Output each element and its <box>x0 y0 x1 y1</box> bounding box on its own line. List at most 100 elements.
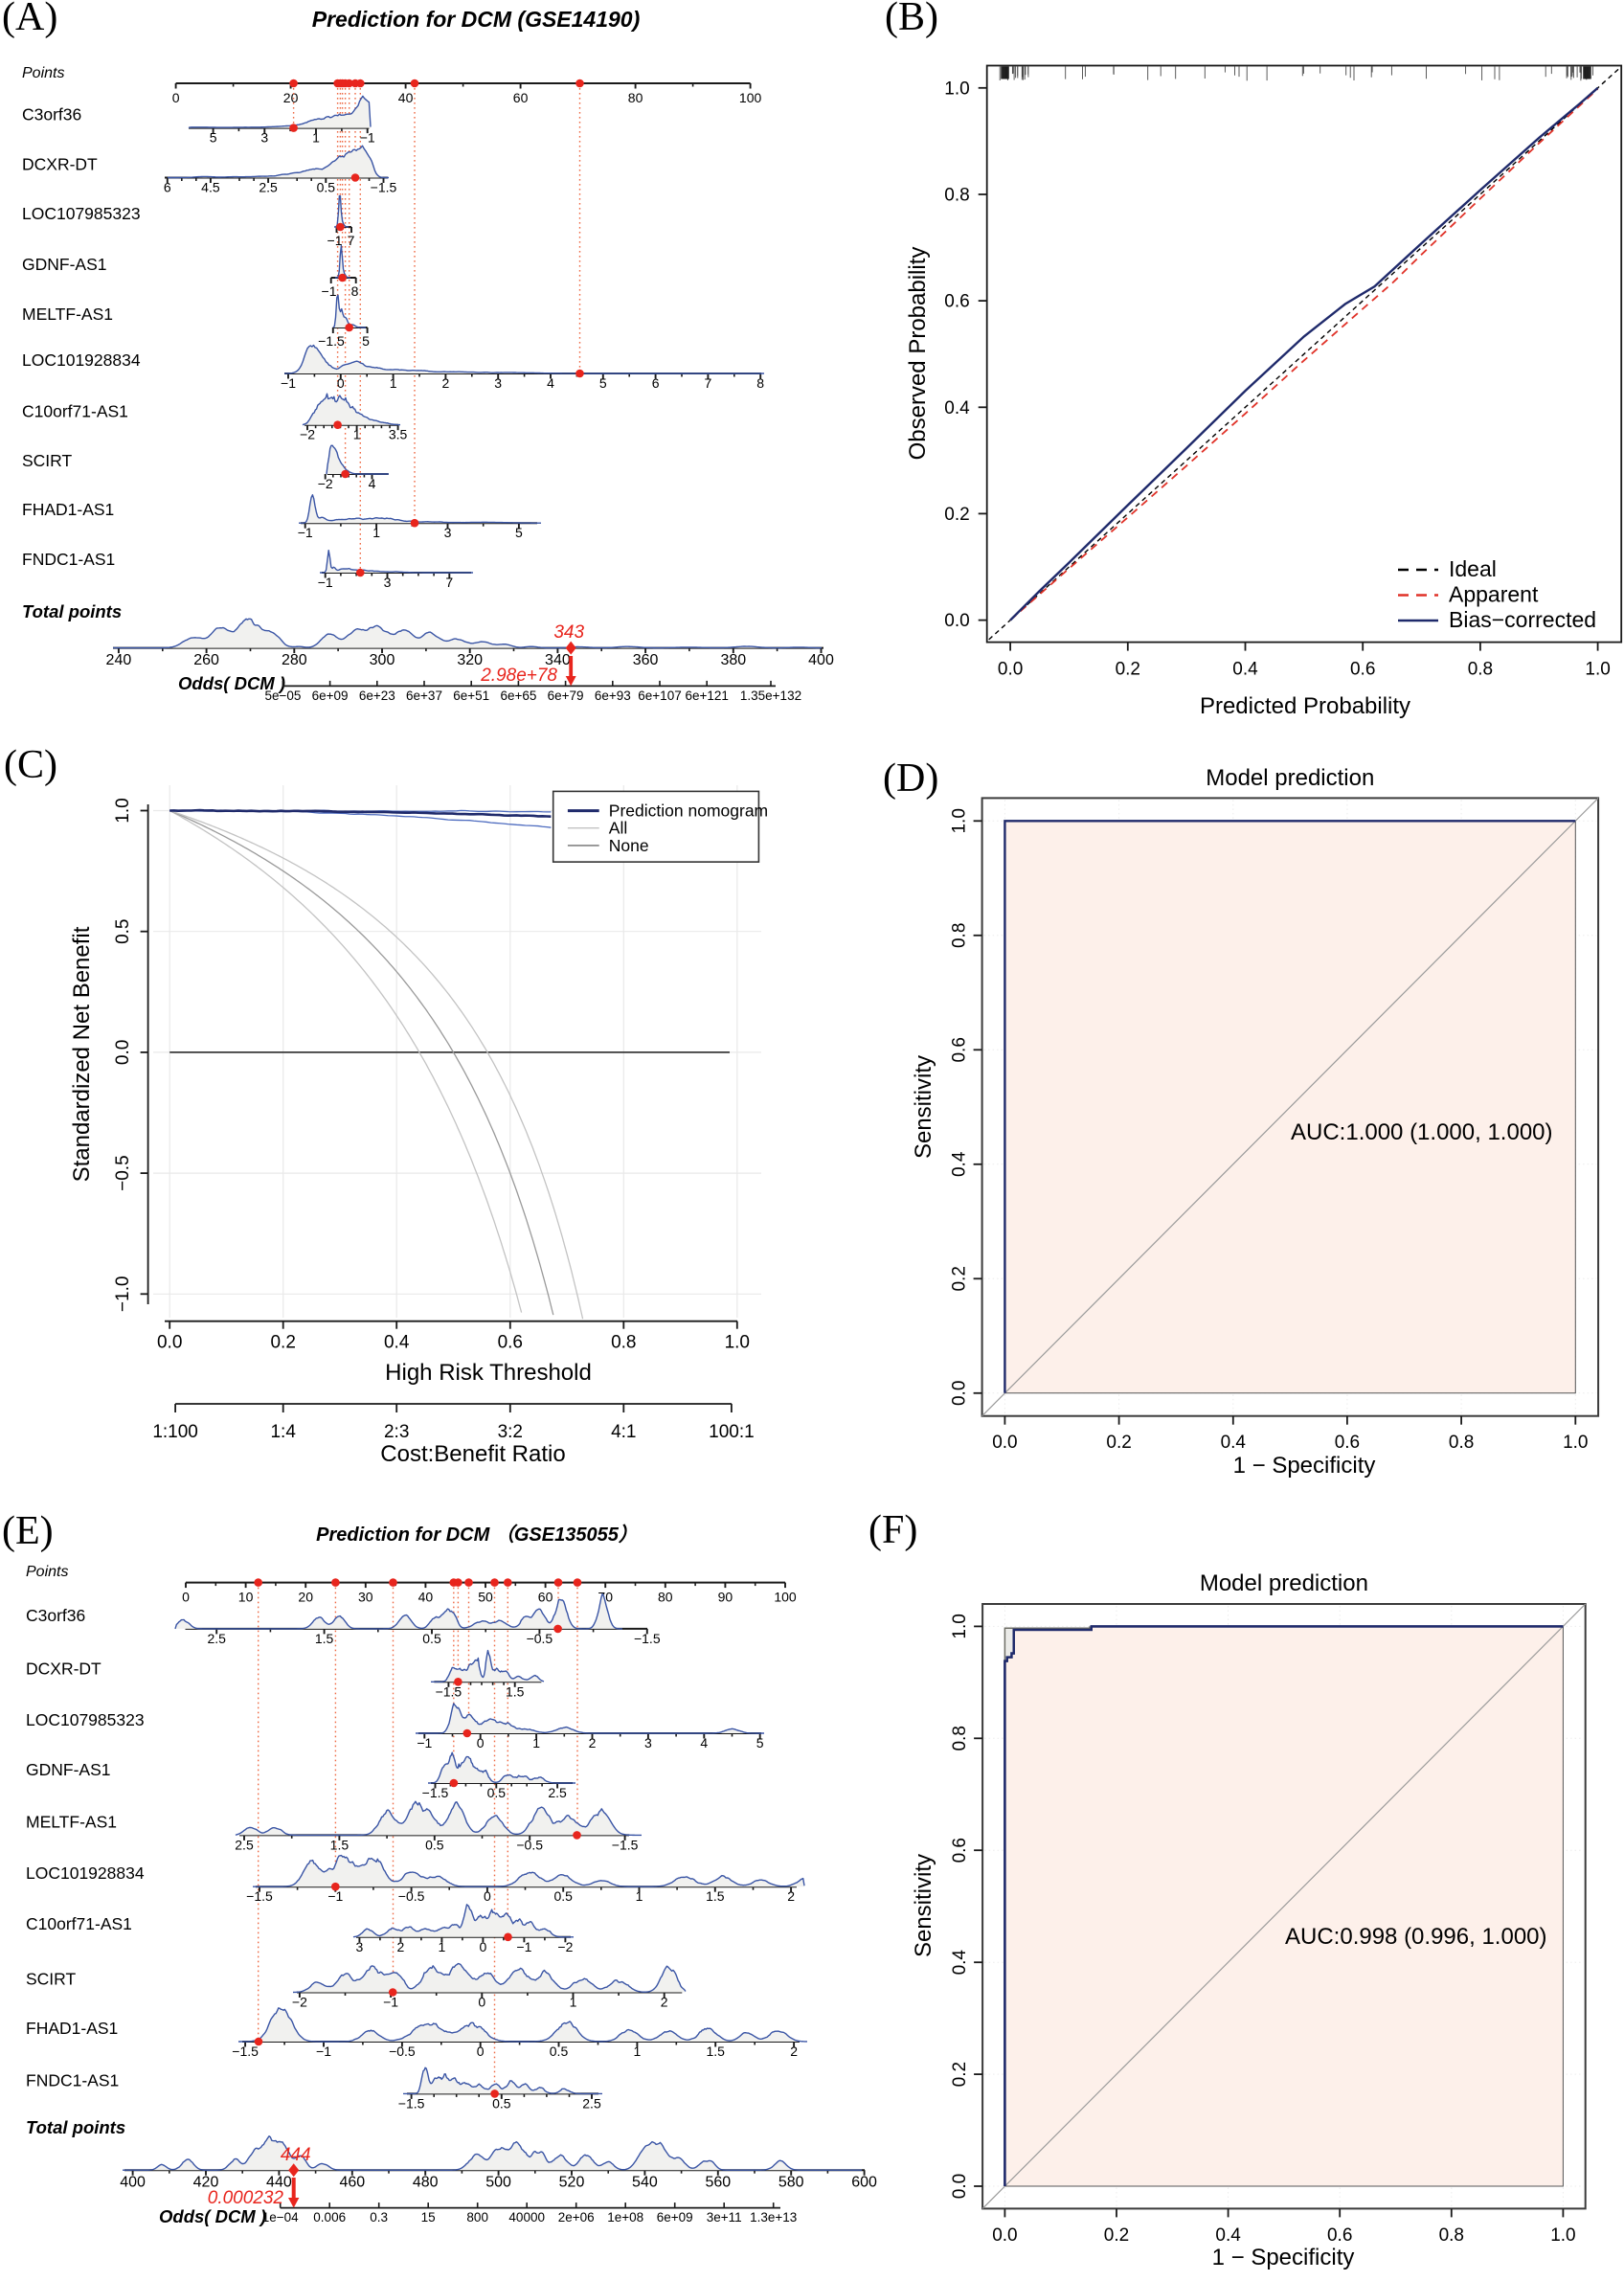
svg-text:444: 444 <box>281 2145 311 2165</box>
svg-text:7: 7 <box>348 233 355 248</box>
svg-text:0.8: 0.8 <box>944 186 969 206</box>
svg-text:−1: −1 <box>322 283 337 299</box>
svg-text:None: None <box>609 836 649 855</box>
svg-text:All: All <box>609 819 627 838</box>
svg-text:0: 0 <box>477 1735 485 1750</box>
svg-text:6e+23: 6e+23 <box>359 689 395 703</box>
svg-text:5: 5 <box>599 375 607 391</box>
svg-text:−1: −1 <box>298 525 313 540</box>
svg-text:6e+79: 6e+79 <box>548 689 584 703</box>
svg-text:1: 1 <box>312 130 320 146</box>
svg-text:DCXR-DT: DCXR-DT <box>26 1659 102 1678</box>
svg-text:Total points: Total points <box>22 601 122 621</box>
svg-text:280: 280 <box>282 652 307 668</box>
svg-text:−1.5: −1.5 <box>612 1837 639 1852</box>
svg-text:300: 300 <box>370 652 395 668</box>
svg-text:Bias−corrected: Bias−corrected <box>1449 607 1596 632</box>
svg-text:Points: Points <box>22 65 64 81</box>
svg-text:Cost:Benefit Ratio: Cost:Benefit Ratio <box>380 1441 565 1467</box>
svg-text:0.8: 0.8 <box>1439 2225 1464 2246</box>
svg-text:0.0: 0.0 <box>944 611 969 631</box>
svg-text:0.4: 0.4 <box>384 1333 410 1353</box>
svg-text:Total points: Total points <box>26 2117 125 2137</box>
svg-text:400: 400 <box>808 652 834 668</box>
svg-text:15: 15 <box>421 2210 436 2225</box>
svg-text:−0.5: −0.5 <box>113 1155 133 1191</box>
svg-text:580: 580 <box>778 2175 804 2191</box>
svg-text:−1: −1 <box>417 1735 432 1750</box>
svg-text:−2: −2 <box>300 427 315 442</box>
svg-text:0.6: 0.6 <box>944 292 969 312</box>
svg-text:0.2: 0.2 <box>270 1333 295 1353</box>
svg-text:FHAD1-AS1: FHAD1-AS1 <box>26 2019 118 2038</box>
svg-text:1: 1 <box>353 427 361 442</box>
svg-text:Sensitivity: Sensitivity <box>911 1055 936 1159</box>
svg-text:−1: −1 <box>383 1995 398 2010</box>
svg-text:DCXR-DT: DCXR-DT <box>22 155 98 174</box>
svg-text:0.8: 0.8 <box>611 1333 636 1353</box>
svg-text:0.0: 0.0 <box>157 1333 182 1353</box>
svg-text:Ideal: Ideal <box>1449 556 1497 581</box>
svg-text:Points: Points <box>26 1564 68 1580</box>
svg-text:0.5: 0.5 <box>553 1888 573 1904</box>
svg-text:1e+08: 1e+08 <box>607 2210 643 2225</box>
svg-text:C10orf71-AS1: C10orf71-AS1 <box>22 402 128 421</box>
svg-text:(D): (D) <box>883 757 938 801</box>
svg-text:−1: −1 <box>516 1939 531 1954</box>
svg-text:−1.0: −1.0 <box>113 1276 133 1313</box>
svg-text:−1: −1 <box>281 375 296 391</box>
svg-text:6e+51: 6e+51 <box>453 689 489 703</box>
svg-text:380: 380 <box>720 652 746 668</box>
svg-text:Prediction for DCM （GSE135055）: Prediction for DCM （GSE135055） <box>316 1524 638 1546</box>
svg-text:80: 80 <box>628 90 643 105</box>
svg-text:420: 420 <box>193 2175 219 2191</box>
svg-text:0: 0 <box>480 1939 487 1954</box>
svg-text:1: 1 <box>390 375 397 391</box>
svg-text:0.8: 0.8 <box>1449 1433 1474 1453</box>
svg-text:0.2: 0.2 <box>950 2062 970 2087</box>
svg-text:−1.5: −1.5 <box>232 2044 259 2059</box>
svg-text:1:4: 1:4 <box>270 1422 296 1442</box>
svg-text:1: 1 <box>634 2044 642 2059</box>
svg-text:2: 2 <box>442 375 450 391</box>
svg-text:340: 340 <box>545 652 571 668</box>
svg-text:1 − Specificity: 1 − Specificity <box>1212 2245 1355 2270</box>
svg-text:500: 500 <box>485 2175 511 2191</box>
svg-text:20: 20 <box>298 1590 313 1605</box>
svg-text:320: 320 <box>457 652 483 668</box>
svg-text:0.0: 0.0 <box>998 660 1023 680</box>
svg-text:520: 520 <box>559 2175 585 2191</box>
svg-text:−1.5: −1.5 <box>436 1683 462 1699</box>
svg-text:6: 6 <box>652 375 660 391</box>
svg-text:1e−04: 1e−04 <box>262 2210 299 2225</box>
svg-text:800: 800 <box>466 2210 488 2225</box>
svg-text:5: 5 <box>756 1735 764 1750</box>
svg-text:0.4: 0.4 <box>1215 2225 1241 2246</box>
svg-text:C10orf71-AS1: C10orf71-AS1 <box>26 1914 132 1933</box>
svg-text:1.35e+132: 1.35e+132 <box>740 689 801 703</box>
svg-text:1: 1 <box>636 1888 643 1904</box>
svg-text:0.6: 0.6 <box>1335 1433 1360 1453</box>
svg-text:Model prediction: Model prediction <box>1200 1570 1368 1596</box>
svg-text:Observed Probability: Observed Probability <box>905 247 931 461</box>
svg-text:2.5: 2.5 <box>235 1837 254 1852</box>
svg-text:−1: −1 <box>316 2044 331 2059</box>
svg-text:6e+121: 6e+121 <box>685 689 728 703</box>
svg-text:440: 440 <box>266 2175 292 2191</box>
svg-text:240: 240 <box>106 652 132 668</box>
svg-text:460: 460 <box>339 2175 365 2191</box>
svg-text:−0.5: −0.5 <box>389 2044 416 2059</box>
svg-text:0.5: 0.5 <box>317 180 336 195</box>
svg-text:−2: −2 <box>318 476 333 491</box>
svg-text:2e+06: 2e+06 <box>558 2210 595 2225</box>
svg-text:1.3e+13: 1.3e+13 <box>750 2210 797 2225</box>
svg-text:−2: −2 <box>292 1995 307 2010</box>
svg-text:LOC101928834: LOC101928834 <box>22 350 141 370</box>
svg-text:2: 2 <box>397 1939 405 1954</box>
svg-text:400: 400 <box>120 2175 146 2191</box>
svg-text:6e+09: 6e+09 <box>657 2210 693 2225</box>
svg-text:2: 2 <box>589 1735 597 1750</box>
svg-text:−1.5: −1.5 <box>422 1785 449 1800</box>
svg-text:0.0: 0.0 <box>113 1040 133 1065</box>
svg-text:1.0: 1.0 <box>113 798 133 823</box>
